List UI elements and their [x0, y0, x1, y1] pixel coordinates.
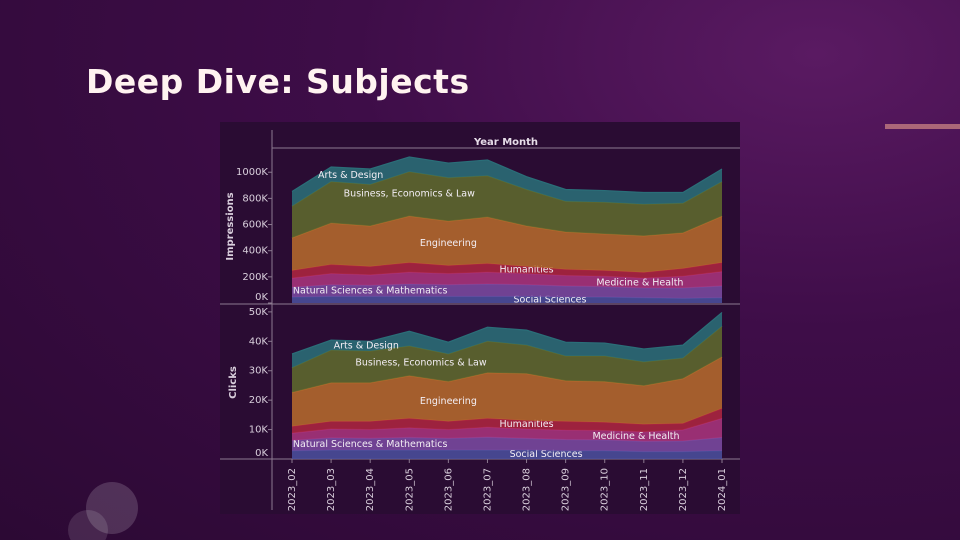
area-fill	[292, 284, 722, 299]
y-axis-title: Impressions	[225, 192, 236, 260]
area-label: Arts & Design	[334, 341, 399, 352]
area-fill	[292, 156, 722, 207]
area-fill	[292, 271, 722, 288]
x-tick-label: 2023_12	[678, 468, 689, 511]
area-label: Business, Economics & Law	[344, 188, 475, 199]
y-tick-label: 0K	[255, 448, 268, 459]
area-fill	[292, 171, 722, 238]
y-tick-label: 200K	[242, 272, 268, 283]
y-tick-label: 0K	[255, 292, 268, 303]
x-tick-label: 2023_07	[482, 468, 493, 511]
area-edge	[291, 156, 723, 194]
y-tick-label: 1000K	[236, 167, 268, 178]
area-fill	[292, 356, 722, 427]
x-axis-title: Year Month	[473, 137, 538, 148]
area-fill	[292, 418, 722, 442]
x-tick-label: 2023_04	[365, 468, 376, 511]
y-tick-label: 20K	[249, 395, 269, 406]
y-tick-label: 400K	[242, 246, 268, 257]
y-axis-title: Clicks	[228, 366, 239, 399]
area-label: Social Sciences	[514, 294, 587, 305]
x-tick-label: 2024_01	[717, 468, 728, 511]
deco-circle	[68, 510, 108, 540]
y-tick-label: 30K	[249, 366, 269, 377]
area-fill	[292, 312, 722, 368]
slide-title: Deep Dive: Subjects	[86, 62, 470, 101]
y-tick-label: 40K	[249, 336, 269, 347]
deco-circle	[86, 482, 138, 534]
area-fill	[292, 216, 722, 273]
area-label: Medicine & Health	[592, 431, 679, 442]
x-tick-label: 2023_10	[600, 468, 611, 511]
x-tick-label: 2023_05	[404, 468, 415, 511]
area-edge	[291, 312, 723, 355]
area-label: Natural Sciences & Mathematics	[293, 285, 448, 296]
y-tick-label: 10K	[249, 425, 269, 436]
x-tick-label: 2023_09	[561, 468, 572, 511]
area-fill	[292, 296, 722, 303]
y-tick-label: 600K	[242, 220, 268, 231]
area-fill	[292, 262, 722, 279]
x-tick-label: 2023_03	[326, 468, 337, 511]
y-tick-label: 50K	[249, 307, 269, 318]
area-fill	[292, 326, 722, 393]
area-fill	[292, 408, 722, 434]
area-label: Humanities	[500, 265, 554, 276]
x-tick-label: 2023_02	[287, 468, 298, 511]
area-label: Engineering	[420, 238, 477, 249]
area-label: Humanities	[500, 419, 554, 430]
area-fill	[292, 450, 722, 459]
area-label: Natural Sciences & Mathematics	[293, 439, 448, 450]
area-label: Social Sciences	[510, 449, 583, 460]
x-tick-label: 2023_08	[522, 468, 533, 511]
deco-bar	[885, 124, 960, 129]
x-tick-label: 2023_11	[639, 468, 650, 511]
y-tick-label: 800K	[242, 193, 268, 204]
area-label: Engineering	[420, 396, 477, 407]
area-label: Arts & Design	[318, 170, 383, 181]
area-label: Medicine & Health	[596, 277, 683, 288]
x-tick-label: 2023_06	[443, 468, 454, 511]
area-label: Business, Economics & Law	[355, 357, 486, 368]
